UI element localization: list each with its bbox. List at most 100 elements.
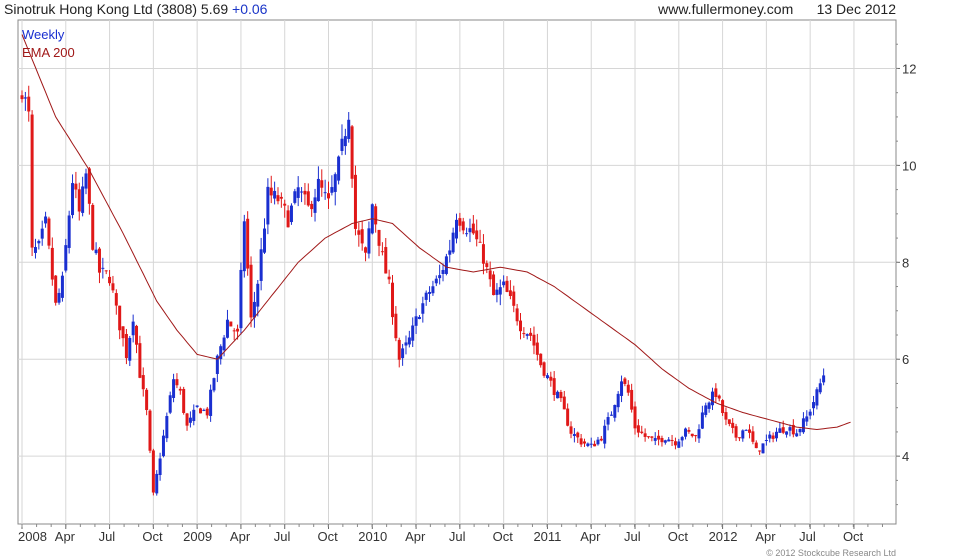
candle-body bbox=[788, 427, 792, 431]
candle-body bbox=[805, 416, 809, 422]
candle-body bbox=[812, 402, 816, 409]
candle-body bbox=[158, 458, 162, 475]
candle-body bbox=[609, 414, 613, 416]
candle-body bbox=[286, 210, 290, 228]
candle-body bbox=[475, 230, 479, 240]
candle-body bbox=[229, 321, 233, 327]
candle-body bbox=[428, 291, 432, 294]
candle-body bbox=[458, 218, 462, 226]
candle-body bbox=[57, 292, 61, 303]
candle-body bbox=[155, 473, 159, 494]
x-tick-label: Jul bbox=[799, 529, 816, 544]
x-tick-label: Apr bbox=[55, 529, 76, 544]
x-tick-label: Oct bbox=[493, 529, 514, 544]
x-tick-label: Oct bbox=[142, 529, 163, 544]
candle-body bbox=[714, 388, 718, 397]
candle-body bbox=[151, 450, 155, 493]
candle-body bbox=[539, 353, 543, 366]
candle-body bbox=[360, 229, 364, 244]
candle-body bbox=[734, 426, 738, 438]
candle-body bbox=[175, 379, 179, 386]
candle-body bbox=[104, 270, 108, 272]
candle-body bbox=[114, 293, 118, 306]
candle-body bbox=[77, 189, 81, 212]
candle-body bbox=[178, 388, 182, 391]
candle-body bbox=[212, 378, 216, 391]
candle-body bbox=[636, 425, 640, 433]
candle-body bbox=[721, 400, 725, 414]
legend-ema: EMA 200 bbox=[22, 45, 75, 60]
candle-body bbox=[161, 435, 165, 457]
candle-body bbox=[97, 248, 101, 273]
candle-body bbox=[707, 402, 711, 409]
candle-body bbox=[545, 375, 549, 379]
candle-body bbox=[310, 203, 314, 210]
y-tick-label: 4 bbox=[902, 449, 909, 464]
candle-body bbox=[316, 178, 320, 202]
candle-body bbox=[576, 432, 580, 438]
candle-body bbox=[488, 270, 492, 280]
candle-body bbox=[333, 174, 337, 192]
candle-body bbox=[589, 443, 593, 445]
candle-body bbox=[623, 378, 627, 384]
candle-body bbox=[633, 406, 637, 429]
candle-body bbox=[785, 431, 789, 435]
candle-body bbox=[727, 419, 731, 424]
candle-body bbox=[471, 223, 475, 234]
x-tick-label: Apr bbox=[580, 529, 601, 544]
candle-body bbox=[424, 292, 428, 300]
candle-body bbox=[515, 308, 519, 322]
candle-body bbox=[771, 435, 775, 439]
candle-body bbox=[124, 333, 128, 359]
candle-body bbox=[182, 388, 186, 413]
candle-body bbox=[717, 395, 721, 399]
candle-body bbox=[498, 287, 502, 295]
candle-body bbox=[704, 405, 708, 415]
candle-body bbox=[569, 426, 573, 434]
candle-body bbox=[303, 190, 307, 195]
candle-body bbox=[518, 320, 522, 332]
grid-lines bbox=[18, 20, 896, 524]
candle-body bbox=[650, 436, 654, 438]
candle-body bbox=[616, 393, 620, 408]
candle-body bbox=[700, 412, 704, 429]
candle-body bbox=[327, 193, 331, 199]
candle-body bbox=[461, 221, 465, 231]
candle-body bbox=[455, 219, 458, 239]
candle-body bbox=[522, 333, 526, 335]
candle-body bbox=[448, 250, 452, 255]
candle-body bbox=[259, 249, 263, 281]
candle-body bbox=[643, 433, 647, 437]
candle-body bbox=[663, 440, 667, 443]
candle-body bbox=[599, 438, 603, 441]
candle-body bbox=[330, 187, 334, 193]
candle-body bbox=[108, 276, 112, 284]
candle-body bbox=[758, 450, 762, 452]
candle-body bbox=[508, 290, 512, 297]
candle-body bbox=[74, 183, 78, 190]
x-tick-label: Jul bbox=[99, 529, 116, 544]
candle-body bbox=[350, 126, 354, 179]
website-link[interactable]: www.fullermoney.com bbox=[658, 1, 794, 17]
candle-body bbox=[232, 330, 236, 332]
chart-header-right: www.fullermoney.com 13 Dec 2012 bbox=[658, 1, 896, 17]
candle-body bbox=[165, 416, 169, 439]
candle-body bbox=[556, 391, 560, 399]
candle-body bbox=[50, 247, 54, 280]
candle-body bbox=[44, 216, 48, 224]
candle-body bbox=[677, 441, 681, 448]
candle-body bbox=[128, 337, 132, 361]
x-tick-label: Apr bbox=[230, 529, 251, 544]
candle-body bbox=[441, 269, 445, 274]
candle-body bbox=[397, 339, 401, 360]
candle-body bbox=[748, 429, 752, 433]
candle-body bbox=[535, 342, 539, 355]
candle-body bbox=[603, 425, 607, 444]
candle-body bbox=[444, 256, 448, 274]
candle-body bbox=[222, 337, 226, 351]
candle-body bbox=[815, 389, 819, 406]
candle-body bbox=[697, 429, 701, 439]
candle-body bbox=[781, 427, 785, 433]
candle-body bbox=[593, 443, 597, 447]
